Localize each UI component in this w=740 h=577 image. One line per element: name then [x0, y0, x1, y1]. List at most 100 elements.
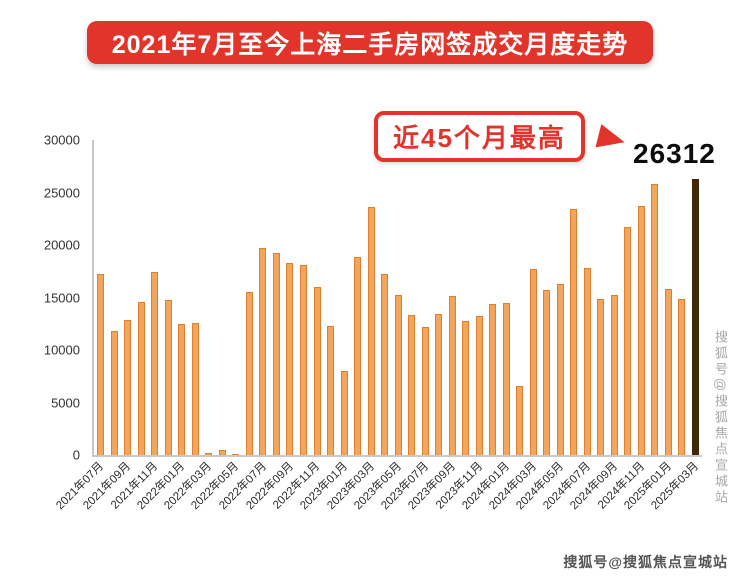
x-tick-label: 2022年05月	[189, 460, 242, 513]
x-tick-label: 2025年01月	[622, 460, 674, 513]
bar-slot	[391, 140, 405, 455]
bar	[597, 298, 605, 455]
bar	[218, 449, 226, 455]
bar	[313, 287, 321, 455]
bar	[624, 227, 632, 455]
bar-slot	[581, 140, 595, 455]
x-tick-label: 2024年03月	[487, 460, 539, 513]
bar-slot	[459, 140, 473, 455]
bar	[610, 295, 618, 455]
bar-slot	[608, 140, 622, 455]
bar	[448, 296, 456, 455]
x-tick-label: 2022年11月	[271, 460, 323, 512]
bar-slot	[351, 140, 365, 455]
bar-slot	[108, 140, 122, 455]
bar-slot	[216, 140, 230, 455]
bar	[408, 315, 416, 455]
bar-slot	[297, 140, 311, 455]
bar-slot	[635, 140, 649, 455]
bar-slot	[432, 140, 446, 455]
bar-slot	[324, 140, 338, 455]
bar-slot	[364, 140, 378, 455]
bar-slot	[135, 140, 149, 455]
bar-slot	[418, 140, 432, 455]
bar-slot	[675, 140, 689, 455]
y-tick-label: 15000	[43, 290, 80, 305]
bar-slot	[513, 140, 527, 455]
bar	[583, 268, 591, 455]
x-tick-label: 2024年05月	[514, 460, 566, 513]
bar	[489, 303, 497, 455]
bar	[205, 452, 213, 455]
x-tick-label: 2024年07月	[541, 460, 593, 513]
x-tick-label: 2023年09月	[405, 460, 458, 513]
bar-slot	[540, 140, 554, 455]
bar-slot	[662, 140, 676, 455]
bar	[299, 264, 307, 455]
bar	[570, 209, 578, 455]
bar-slot	[472, 140, 486, 455]
bar-slot	[405, 140, 419, 455]
watermark-corner: 搜狐号@搜狐焦点宣城站	[563, 554, 728, 570]
x-tick-label: 2021年11月	[109, 460, 161, 512]
y-tick-label: 25000	[43, 185, 80, 200]
bar	[651, 184, 659, 455]
y-tick-label: 30000	[43, 132, 80, 148]
x-tick-label: 2023年01月	[297, 460, 350, 513]
bar	[367, 207, 375, 455]
bar	[286, 262, 294, 455]
bar	[191, 322, 199, 455]
y-tick-label: 0	[72, 447, 80, 463]
bar	[381, 274, 389, 455]
bar	[529, 269, 537, 455]
bar	[435, 314, 443, 455]
y-tick-label: 5000	[51, 395, 80, 410]
bar	[245, 292, 253, 455]
bar	[178, 323, 186, 455]
x-tick-label: 2023年05月	[351, 460, 404, 513]
bar	[516, 385, 524, 455]
y-tick-label: 10000	[43, 342, 80, 358]
watermark-side: 搜狐号@搜狐焦点宣城站	[713, 330, 728, 507]
x-tick-label: 2023年03月	[324, 460, 377, 513]
x-tick-label: 2024年09月	[568, 460, 620, 513]
bar	[637, 206, 645, 455]
bar	[678, 298, 686, 455]
bar	[475, 316, 483, 455]
bar	[502, 302, 510, 455]
y-tick-label: 20000	[43, 237, 80, 253]
chart-title: 2021年7月至今上海二手房网签成交月度走势	[111, 30, 629, 59]
bar-slot	[486, 140, 500, 455]
bar-slot	[337, 140, 351, 455]
bar	[232, 453, 240, 455]
bar-slot	[202, 140, 216, 455]
bar-slot	[594, 140, 608, 455]
bar-slot	[554, 140, 568, 455]
bar-slot	[148, 140, 162, 455]
bar	[272, 253, 280, 455]
x-tick-label: 2023年07月	[378, 460, 431, 513]
x-tick-label: 2022年01月	[135, 460, 188, 513]
bar-slot	[229, 140, 243, 455]
bar-slot	[283, 140, 297, 455]
bar-slot	[689, 140, 703, 455]
bar-slot	[256, 140, 270, 455]
bar-slot	[527, 140, 541, 455]
bar-slot	[243, 140, 257, 455]
bar	[110, 331, 118, 455]
y-axis: 0 5000 10000 15000 20000 25000 30000	[18, 134, 86, 462]
annotation-text: 近45个月最高	[393, 123, 566, 153]
bar	[462, 320, 470, 455]
bar-slot	[567, 140, 581, 455]
bar	[259, 248, 267, 455]
chart-title-banner: 2021年7月至今上海二手房网签成交月度走势	[87, 21, 653, 64]
bar-slot	[162, 140, 176, 455]
bar	[354, 256, 362, 455]
peak-value-label: 26312	[633, 138, 716, 169]
bar-slot	[621, 140, 635, 455]
bar-highlight	[691, 178, 699, 455]
bar-slot	[445, 140, 459, 455]
bar	[664, 289, 672, 455]
bar	[137, 301, 145, 455]
